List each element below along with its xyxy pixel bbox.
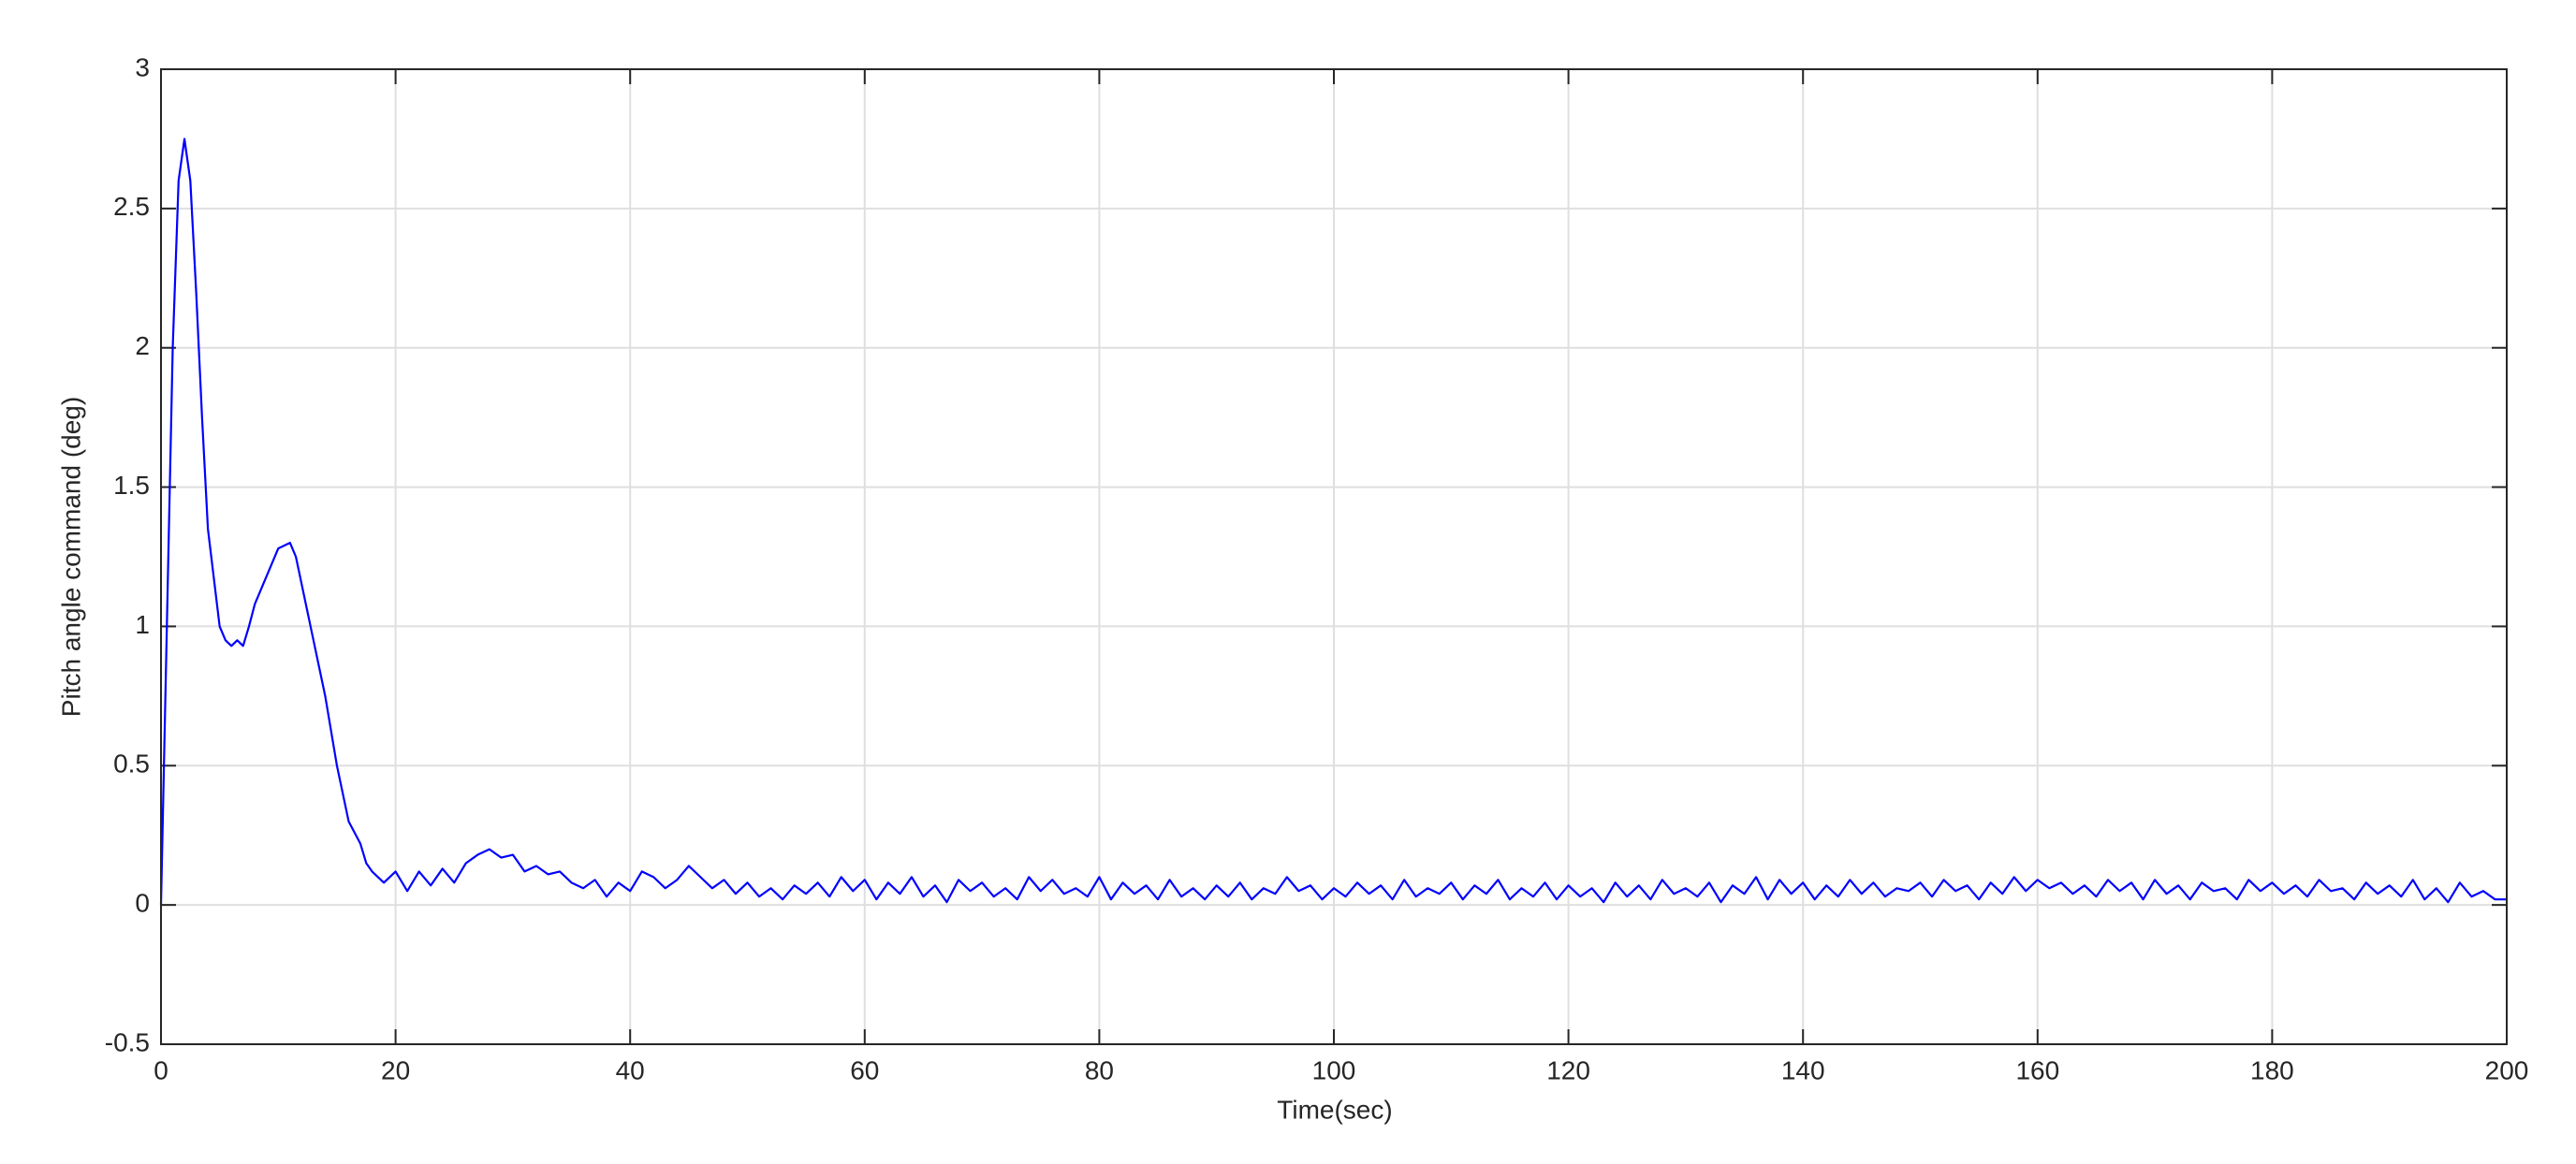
x-tick-label: 200 [2485,1055,2529,1084]
x-tick-label: 40 [616,1055,645,1084]
x-axis-label: Time(sec) [1277,1095,1392,1124]
x-tick-label: 100 [1312,1055,1356,1084]
y-tick-label: 0 [135,889,150,918]
y-tick-label: 3 [135,52,150,81]
x-tick-label: 20 [381,1055,410,1084]
y-tick-label: 1 [135,610,150,639]
data-line [159,138,2507,906]
axes-box [160,68,2508,1045]
y-tick-label: 2 [135,331,150,360]
x-tick-label: 60 [850,1055,879,1084]
y-tick-label: 0.5 [113,749,150,778]
x-tick-label: 120 [1546,1055,1590,1084]
x-tick-label: 140 [1781,1055,1825,1084]
y-axis-label: Pitch angle command (deg) [56,397,85,717]
y-tick-label: 2.5 [113,192,150,221]
y-tick-label: 1.5 [113,471,150,500]
x-tick-label: 160 [2015,1055,2059,1084]
y-tick-label: -0.5 [105,1027,150,1056]
x-tick-label: 180 [2250,1055,2294,1084]
x-tick-label: 0 [154,1055,168,1084]
x-tick-label: 80 [1085,1055,1114,1084]
